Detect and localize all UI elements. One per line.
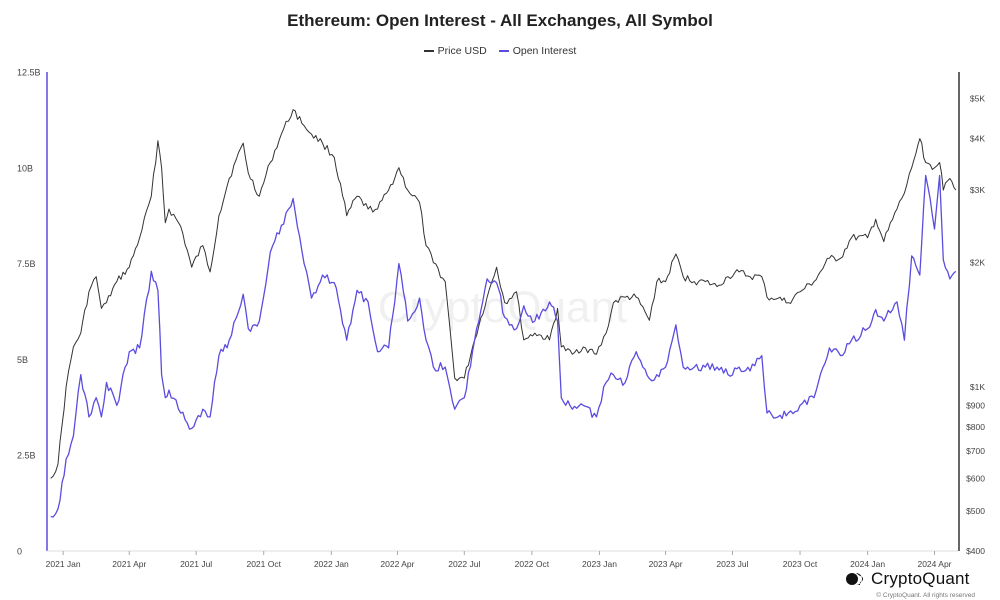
y-right-tick-label: $600	[966, 473, 985, 483]
y-right-tick-label: $500	[966, 506, 985, 516]
y-left-tick-label: 10B	[17, 163, 33, 173]
legend-swatch-open-interest	[498, 50, 509, 52]
y-right-tick-label: $4K	[970, 134, 985, 144]
x-tick-label: 2023 Apr	[649, 559, 683, 569]
x-tick-label: 2024 Jan	[850, 559, 885, 569]
y-right-tick-label: $700	[966, 446, 985, 456]
y-right-tick-label: $3K	[970, 185, 985, 195]
x-tick-label: 2024 Apr	[917, 559, 951, 569]
x-tick-label: 2021 Jul	[180, 559, 212, 569]
legend-item-open-interest[interactable]: Open Interest	[498, 45, 577, 57]
brand: CryptoQuant	[846, 569, 970, 589]
legend-label-open-interest: Open Interest	[512, 45, 577, 57]
y-right-tick-label: $800	[966, 422, 985, 432]
y-right-tick-label: $900	[966, 401, 985, 411]
copyright-text: © CryptoQuant. All rights reserved	[876, 592, 975, 599]
y-right-tick-label: $5K	[970, 94, 985, 104]
x-tick-label: 2022 Apr	[380, 559, 414, 569]
x-tick-label: 2021 Apr	[112, 559, 146, 569]
legend-item-price[interactable]: Price USD	[423, 45, 487, 57]
x-tick-label: 2022 Jul	[448, 559, 480, 569]
x-tick-label: 2021 Oct	[246, 559, 281, 569]
brand-name: CryptoQuant	[871, 569, 970, 588]
cryptoquant-logo-icon	[846, 573, 863, 585]
y-right-tick-label: $1K	[970, 382, 985, 392]
series-price-usd-line	[50, 109, 957, 479]
x-tick-label: 2023 Jul	[716, 559, 748, 569]
legend-label-price: Price USD	[437, 45, 487, 57]
series-open-interest-line	[50, 174, 957, 518]
y-right-tick-label: $2K	[970, 258, 985, 268]
y-left-tick-label: 5B	[17, 355, 28, 365]
y-left-tick-label: 7.5B	[17, 259, 36, 269]
legend: Price USD Open Interest	[0, 45, 1000, 57]
chart-title: Ethereum: Open Interest - All Exchanges,…	[287, 11, 713, 30]
legend-swatch-price	[423, 50, 434, 52]
x-tick-label: 2023 Oct	[783, 559, 818, 569]
x-tick-label: 2022 Jan	[314, 559, 349, 569]
x-tick-label: 2023 Jan	[582, 559, 617, 569]
y-left-tick-label: 12.5B	[17, 68, 41, 78]
y-left-tick-label: 2.5B	[17, 451, 36, 461]
y-right-tick-label: $400	[966, 546, 985, 556]
y-left-tick-label: 0	[17, 547, 22, 557]
x-tick-label: 2021 Jan	[46, 559, 81, 569]
x-tick-label: 2022 Oct	[515, 559, 550, 569]
